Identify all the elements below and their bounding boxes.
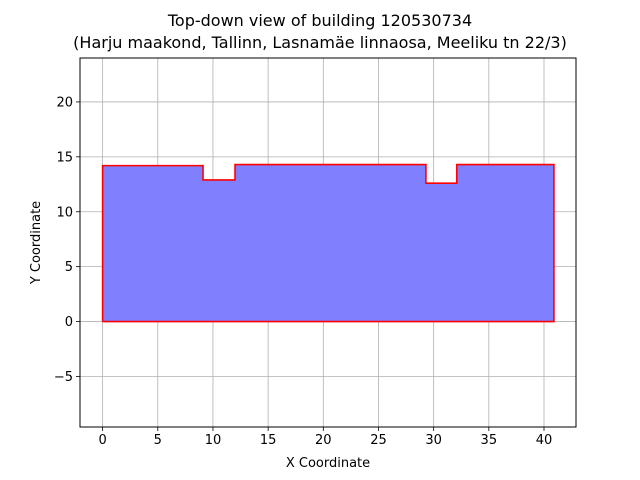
- building-footprint-fill: [102, 164, 554, 322]
- y-tick-label: 10: [56, 205, 73, 220]
- chart-title: Top-down view of building 120530734: [167, 11, 473, 30]
- plot-frame: [79, 57, 577, 428]
- x-tick-label: 15: [260, 433, 277, 448]
- y-tick-label: −5: [54, 370, 73, 385]
- y-axis-label: Y Coordinate: [29, 201, 44, 285]
- chart-subtitle: (Harju maakond, Tallinn, Lasnamäe linnao…: [73, 33, 567, 52]
- data-layer: [101, 163, 555, 323]
- x-tick-label: 25: [370, 433, 387, 448]
- x-axis-label: X Coordinate: [286, 456, 370, 471]
- building-footprint-outline: [101, 163, 555, 323]
- x-tick-label: 10: [205, 433, 222, 448]
- x-tick-label: 35: [481, 433, 498, 448]
- x-tick-label: 40: [536, 433, 553, 448]
- x-tick-label: 0: [98, 433, 106, 448]
- y-tick-label: 5: [65, 260, 73, 275]
- x-tick-label: 20: [315, 433, 332, 448]
- y-tick-label: 0: [65, 315, 73, 330]
- y-tick-label: 15: [56, 150, 73, 165]
- x-tick-label: 5: [154, 433, 162, 448]
- y-tick-label: 20: [56, 95, 73, 110]
- x-tick-label: 30: [425, 433, 442, 448]
- axis-ticks: 0 5 10 15 20 25 30 35 40 −5 0 5 10 15 20: [54, 95, 552, 448]
